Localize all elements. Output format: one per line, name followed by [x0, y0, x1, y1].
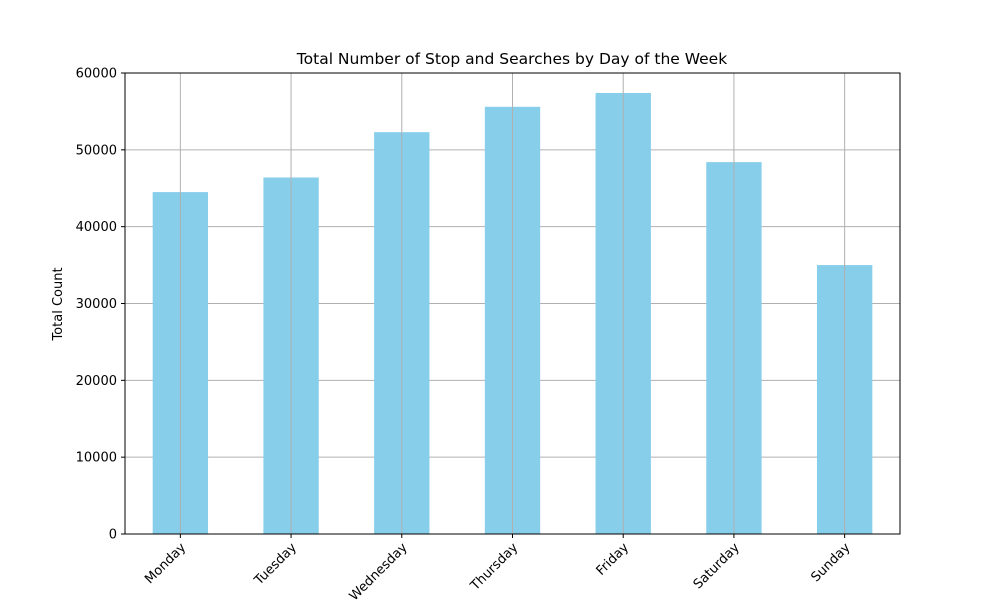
x-grid-lines — [179, 73, 846, 534]
x-tick-label-sunday: Sunday — [808, 540, 853, 585]
x-tick-label-tuesday: Tuesday — [251, 540, 300, 589]
y-axis-ticks: 0 10000 20000 30000 40000 50000 60000 — [76, 67, 125, 543]
y-tick-label: 0 — [109, 528, 117, 543]
y-tick-label: 20000 — [76, 374, 117, 389]
y-tick-label: 30000 — [76, 297, 117, 312]
x-axis-ticks: Monday Tuesday Wednesday Thursday Friday Satu… — [142, 534, 854, 600]
x-tick-label-monday: Monday — [142, 540, 189, 587]
y-tick-label: 50000 — [76, 143, 117, 158]
y-tick-label: 40000 — [76, 220, 117, 235]
y-tick-label: 60000 — [76, 67, 117, 82]
x-tick-label-saturday: Saturday — [691, 540, 743, 592]
x-tick-label-friday: Friday — [594, 540, 633, 579]
x-tick-label-thursday: Thursday — [467, 540, 521, 594]
y-tick-label: 10000 — [76, 451, 117, 466]
y-axis-label: Total Count — [51, 267, 66, 341]
chart-title: Total Number of Stop and Searches by Day… — [296, 50, 727, 68]
x-tick-label-wednesday: Wednesday — [347, 540, 411, 600]
